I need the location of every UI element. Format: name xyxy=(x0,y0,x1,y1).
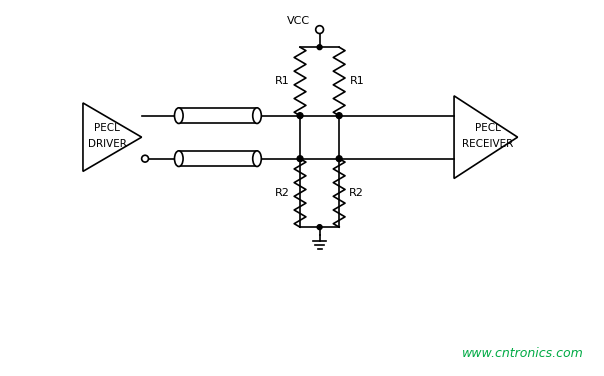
Circle shape xyxy=(317,225,322,230)
Bar xyxy=(179,108,257,123)
Text: R1: R1 xyxy=(275,76,290,86)
Text: RECEIVER: RECEIVER xyxy=(462,139,513,149)
Text: VCC: VCC xyxy=(286,16,310,26)
Text: R2: R2 xyxy=(349,188,364,198)
Circle shape xyxy=(297,113,303,118)
Circle shape xyxy=(336,113,342,118)
Ellipse shape xyxy=(252,151,262,167)
Ellipse shape xyxy=(175,108,183,123)
Text: PECL: PECL xyxy=(475,123,501,133)
Circle shape xyxy=(336,156,342,162)
Text: R2: R2 xyxy=(275,188,290,198)
Text: www.cntronics.com: www.cntronics.com xyxy=(462,347,583,360)
Circle shape xyxy=(317,45,322,50)
Bar xyxy=(179,151,257,167)
Circle shape xyxy=(316,26,324,33)
Text: R1: R1 xyxy=(349,76,364,86)
Text: DRIVER: DRIVER xyxy=(88,139,127,149)
Circle shape xyxy=(141,155,149,162)
Circle shape xyxy=(297,156,303,162)
Text: PECL: PECL xyxy=(94,123,120,133)
Ellipse shape xyxy=(252,108,262,123)
Ellipse shape xyxy=(175,151,183,167)
